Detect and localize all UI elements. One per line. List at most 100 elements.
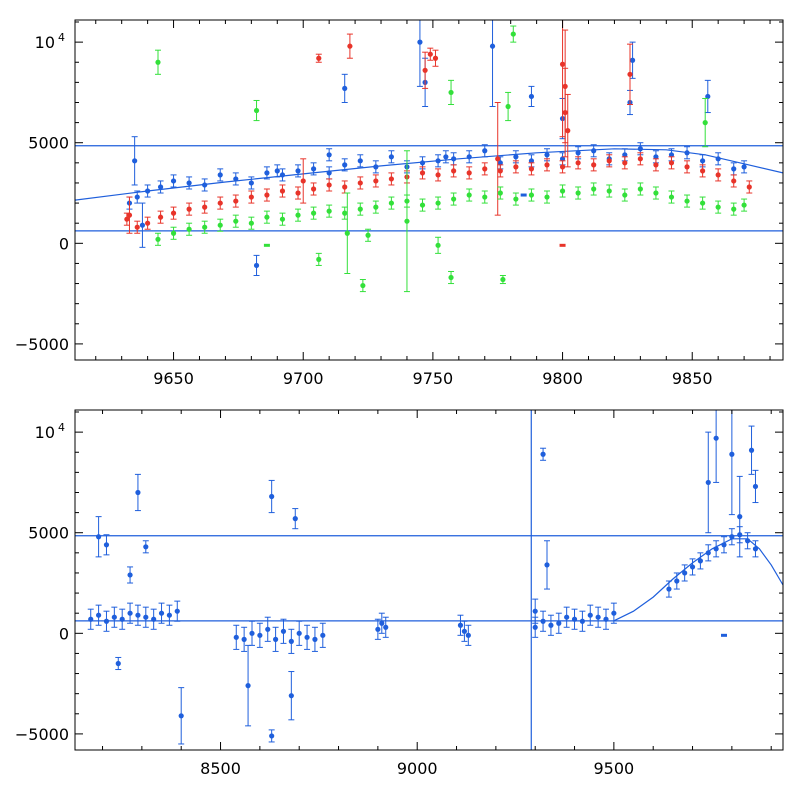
data-point [715, 204, 721, 210]
data-point [666, 586, 672, 592]
data-point [170, 178, 177, 184]
model-curve [75, 148, 783, 201]
series-red [123, 20, 753, 247]
data-point [532, 608, 538, 614]
y-tick-label-exponent: 4 [58, 31, 65, 44]
data-point [591, 148, 597, 154]
data-point [579, 618, 586, 624]
data-point [419, 202, 426, 208]
data-point [575, 150, 581, 156]
data-point [497, 168, 503, 174]
data-point [373, 164, 379, 170]
y-tick-label-exponent: 4 [58, 421, 65, 434]
x-tick-label: 9000 [397, 759, 438, 778]
data-point [96, 612, 102, 618]
data-point [288, 693, 294, 699]
data-point [249, 630, 255, 636]
data-point [435, 200, 441, 206]
data-point [745, 538, 751, 544]
data-point [166, 612, 172, 618]
data-point [556, 620, 562, 626]
data-point [388, 154, 394, 160]
data-point [155, 236, 161, 242]
data-point [513, 154, 519, 160]
data-point [532, 624, 538, 630]
data-point [233, 218, 239, 224]
data-point [388, 200, 394, 206]
data-point [689, 564, 696, 570]
data-point [705, 550, 711, 556]
data-point [451, 196, 457, 202]
data-point [622, 192, 628, 198]
data-point [482, 166, 488, 172]
data-point [571, 616, 578, 622]
data-point [606, 158, 612, 164]
data-point [448, 274, 454, 281]
data-point [721, 542, 727, 548]
data-point [528, 166, 535, 172]
data-point [373, 204, 379, 210]
data-point [715, 172, 721, 178]
data-point [127, 610, 133, 616]
series-blue [126, 20, 748, 277]
data-point [241, 636, 247, 642]
data-point [145, 188, 151, 194]
data-point [134, 224, 140, 230]
data-point [248, 220, 254, 226]
data-point [135, 489, 141, 496]
data-point [562, 109, 568, 116]
top-panel: 9650 9700 9750 9800 9850 −5000 0 5000 10 4 [15, 19, 784, 388]
y-tick-label: 5000 [28, 524, 69, 543]
data-point [264, 170, 270, 176]
data-point [544, 194, 550, 200]
data-point [684, 198, 690, 204]
data-point [746, 184, 752, 190]
data-point [451, 168, 457, 174]
x-tick-label: 9750 [413, 369, 454, 388]
data-point [741, 202, 747, 208]
bottom-panel: 8500 9000 9500 −5000 0 5000 10 4 [15, 409, 784, 778]
data-point [139, 222, 146, 228]
data-point [465, 632, 471, 638]
data-point [528, 93, 535, 100]
axes-frame [74, 19, 784, 361]
data-point [466, 154, 472, 160]
plot-area [75, 410, 783, 750]
data-point [700, 200, 706, 206]
data-point [466, 192, 472, 198]
data-point [682, 570, 688, 576]
data-point [510, 31, 516, 37]
data-point [627, 71, 633, 77]
data-point [482, 148, 488, 154]
data-point [170, 230, 177, 236]
data-point [295, 190, 301, 196]
data-point [157, 214, 164, 220]
data-point [432, 55, 439, 61]
data-point [741, 164, 747, 170]
data-point [174, 608, 180, 614]
data-point [540, 451, 546, 457]
data-point [145, 220, 151, 226]
data-point [544, 152, 550, 158]
data-point [310, 210, 317, 216]
data-point [143, 614, 149, 620]
data-point [544, 562, 550, 568]
y-tick-label: −5000 [15, 335, 69, 354]
data-point [186, 180, 192, 186]
data-point [565, 128, 571, 134]
data-point [559, 156, 566, 162]
data-point [752, 546, 759, 552]
data-point [497, 160, 503, 166]
data-point [280, 628, 287, 634]
data-point [419, 160, 426, 166]
data-point [320, 632, 326, 638]
data-point [544, 162, 550, 168]
data-point [103, 542, 110, 548]
data-point [134, 194, 140, 200]
data-point [457, 622, 464, 628]
data-point [752, 483, 759, 490]
data-point [419, 170, 426, 176]
data-point [674, 578, 680, 584]
data-point [559, 164, 566, 170]
